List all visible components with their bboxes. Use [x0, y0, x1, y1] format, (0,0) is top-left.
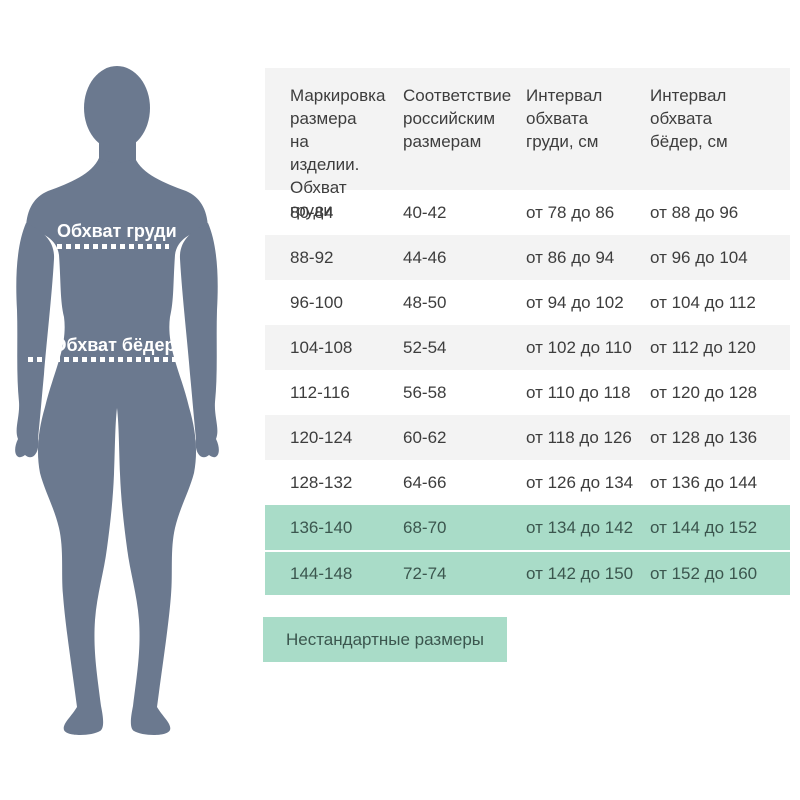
table-header-row: Маркировка размера на изделии. Обхват гр…: [265, 68, 790, 220]
table-cell: от 118 до 126: [526, 427, 632, 447]
table-cell: 72-74: [403, 563, 447, 583]
table-row: 120-124 60-62 от 118 до 126 от 128 до 13…: [265, 415, 790, 460]
hips-measure-label: Обхват бёдер: [52, 335, 176, 355]
table-cell: 68-70: [403, 517, 447, 537]
table-cell: 80-84: [290, 202, 334, 222]
chest-measure-label: Обхват груди: [57, 221, 177, 241]
table-cell: 144-148: [290, 563, 353, 583]
table-cell: 56-58: [403, 382, 447, 402]
table-row: 96-100 48-50 от 94 до 102 от 104 до 112: [265, 280, 790, 325]
table-cell: 136-140: [290, 517, 353, 537]
table-row: 80-84 40-42 от 78 до 86 от 88 до 96: [265, 190, 790, 235]
body-silhouette: [0, 60, 250, 775]
table-cell: 120-124: [290, 427, 353, 447]
table-row: 112-116 56-58 от 110 до 118 от 120 до 12…: [265, 370, 790, 415]
table-cell: от 142 до 150: [526, 563, 634, 583]
table-cell: 96-100: [290, 292, 343, 312]
size-table: Маркировка размера на изделии. Обхват гр…: [265, 68, 790, 595]
table-cell: от 144 до 152: [650, 517, 758, 537]
table-cell: от 78 до 86: [526, 202, 615, 222]
table-cell: от 120 до 128: [650, 382, 758, 402]
header-hips-interval: Интервал обхвата бёдер, см: [650, 86, 728, 151]
table-cell: от 126 до 134: [526, 472, 634, 492]
table-cell: 64-66: [403, 472, 447, 492]
table-cell: от 96 до 104: [650, 247, 748, 267]
table-cell: от 102 до 110: [526, 337, 632, 357]
header-russian-size: Соответствие российским размерам: [403, 86, 512, 151]
table-cell: 60-62: [403, 427, 447, 447]
table-cell: от 136 до 144: [650, 472, 758, 492]
nonstandard-sizes-legend: Нестандартные размеры: [263, 617, 507, 662]
table-cell: от 94 до 102: [526, 292, 624, 312]
table-row-highlighted: 136-140 68-70 от 134 до 142 от 144 до 15…: [265, 505, 790, 550]
table-cell: 112-116: [290, 382, 350, 402]
table-cell: от 134 до 142: [526, 517, 634, 537]
header-size-marking: Маркировка размера на изделии. Обхват гр…: [290, 86, 386, 220]
table-cell: от 104 до 112: [650, 292, 756, 312]
female-figure-icon: [15, 66, 219, 735]
table-cell: 128-132: [290, 472, 353, 492]
table-cell: 52-54: [403, 337, 447, 357]
table-cell: 44-46: [403, 247, 447, 267]
table-cell: от 128 до 136: [650, 427, 758, 447]
table-cell: от 112 до 120: [650, 337, 756, 357]
table-cell: от 88 до 96: [650, 202, 739, 222]
chest-dashed-line: [57, 244, 169, 249]
table-row: 128-132 64-66 от 126 до 134 от 136 до 14…: [265, 460, 790, 505]
table-cell: 40-42: [403, 202, 447, 222]
table-cell: от 86 до 94: [526, 247, 615, 267]
table-row: 88-92 44-46 от 86 до 94 от 96 до 104: [265, 235, 790, 280]
table-cell: 88-92: [290, 247, 334, 267]
table-cell: от 152 до 160: [650, 563, 758, 583]
table-row: 104-108 52-54 от 102 до 110 от 112 до 12…: [265, 325, 790, 370]
table-cell: 48-50: [403, 292, 447, 312]
table-cell: от 110 до 118: [526, 382, 631, 402]
hips-dashed-line: [28, 357, 180, 362]
table-cell: 104-108: [290, 337, 353, 357]
table-row-highlighted: 144-148 72-74 от 142 до 150 от 152 до 16…: [265, 550, 790, 595]
header-chest-interval: Интервал обхвата груди, см: [526, 86, 603, 151]
